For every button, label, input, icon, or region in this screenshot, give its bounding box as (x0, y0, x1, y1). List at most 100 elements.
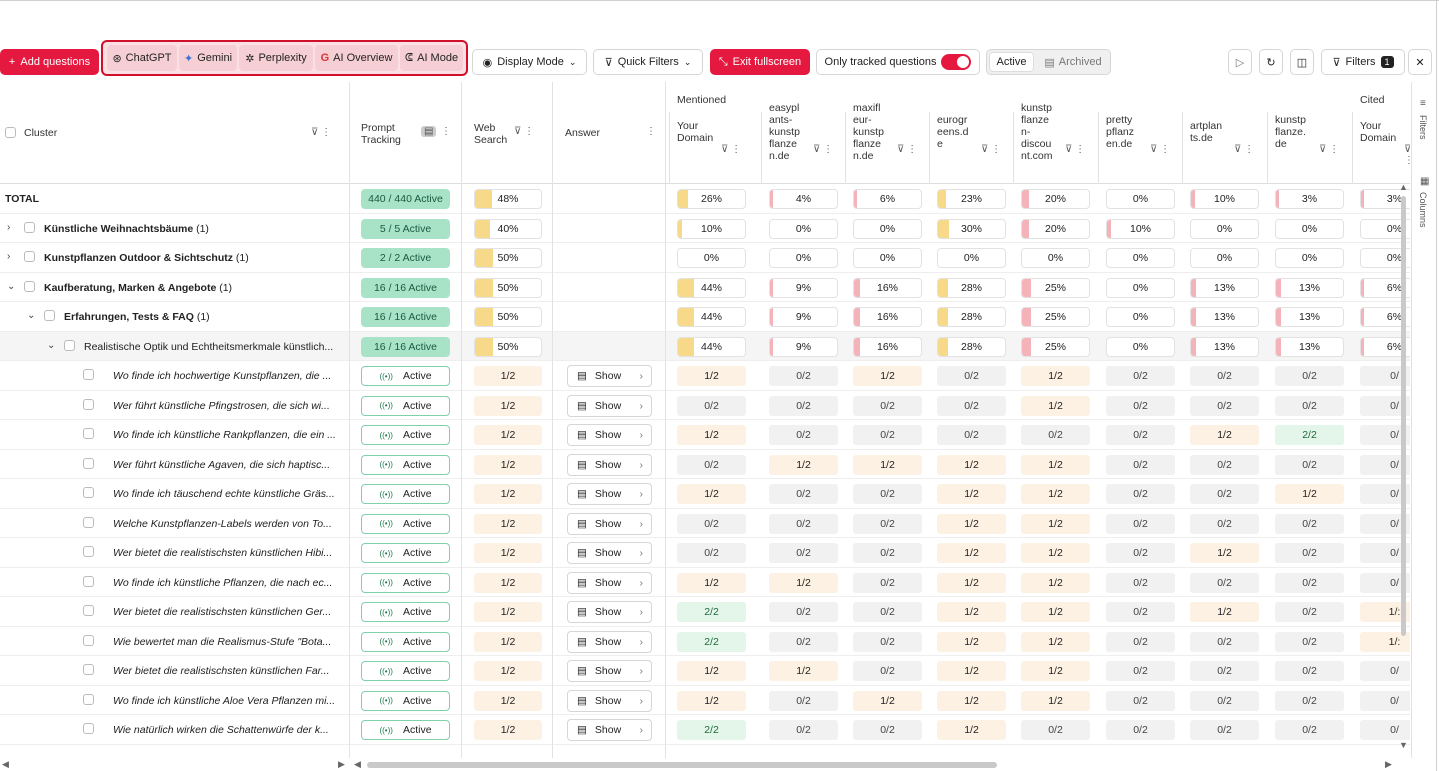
domain-filter-icon[interactable]: ⊽ ⋮ (1319, 144, 1340, 155)
question-row[interactable]: Wo finde ich künstliche Aloe Vera Pflanz… (0, 686, 1410, 715)
question-row[interactable]: Wer führt künstliche Agaven, die sich ha… (0, 450, 1410, 479)
chevron-down-icon[interactable]: ⌄ (27, 310, 36, 321)
llm-gemini-button[interactable]: ✦ Gemini (179, 45, 237, 71)
row-checkbox[interactable] (83, 575, 94, 587)
show-answer-button[interactable]: ▤ Show › (567, 660, 652, 682)
prompt-tracking-status[interactable]: 5 / 5 Active (361, 218, 450, 239)
tracking-status-badge[interactable]: ((•)) Active (361, 543, 450, 563)
prompt-tracking-status[interactable]: 16 / 16 Active (361, 336, 450, 357)
split-view-button[interactable]: ◫ (1290, 49, 1314, 75)
quick-filters-dropdown[interactable]: ⊽ Quick Filters ⌄ (593, 49, 703, 75)
cluster-row[interactable]: ⌄ Realistische Optik und Echtheitsmerkmal… (0, 331, 1410, 361)
play-button[interactable]: ▷ (1228, 49, 1252, 75)
domain-filter-icon[interactable]: ⊽ ⋮ (721, 144, 742, 155)
question-row[interactable]: Wer bietet die realistischsten künstlich… (0, 597, 1410, 627)
row-checkbox[interactable] (83, 516, 94, 528)
columns-side-icon[interactable]: ▦ (1420, 176, 1430, 187)
only-tracked-toggle[interactable]: Only tracked questions (816, 49, 980, 75)
domain-filter-icon[interactable]: ⊽ ⋮ (1150, 144, 1171, 155)
row-checkbox[interactable] (83, 428, 94, 439)
show-answer-button[interactable]: ▤ Show › (567, 394, 652, 417)
domain-filter-icon[interactable]: ⊽ ⋮ (1404, 144, 1410, 166)
domain-filter-icon[interactable]: ⊽ ⋮ (981, 144, 1002, 155)
vertical-scroll-thumb[interactable] (1401, 196, 1406, 636)
tracking-status-badge[interactable]: ((•)) Active (361, 720, 450, 740)
llm-ai-overview-button[interactable]: G AI Overview (315, 45, 398, 71)
tracking-status-badge[interactable]: ((•)) Active (361, 513, 450, 534)
cluster-row[interactable]: › Kunstpflanzen Outdoor & Sichtschutz (1)… (0, 243, 1410, 273)
show-answer-button[interactable]: ▤ Show › (567, 571, 652, 594)
scroll-left-icon[interactable]: ◀ (354, 759, 361, 769)
scroll-right-icon[interactable]: ▶ (338, 759, 345, 769)
row-checkbox[interactable] (83, 693, 94, 705)
refresh-button[interactable]: ↻ (1259, 49, 1283, 75)
row-checkbox[interactable] (83, 634, 94, 646)
show-answer-button[interactable]: ▤ Show › (567, 630, 652, 653)
row-checkbox[interactable] (83, 487, 94, 498)
tracking-status-badge[interactable]: ((•)) Active (361, 690, 450, 711)
horizontal-scrollbar[interactable]: ◀ ▶ ◀ ▶ (0, 758, 1410, 771)
total-row[interactable]: TOTAL 440 / 440 Active 48% 26% 4% 6% 23% 20% 0% 1… (0, 184, 1410, 214)
chevron-right-icon[interactable]: › (7, 251, 11, 262)
tracking-settings-icon[interactable]: ▤ (421, 126, 437, 137)
filters-button[interactable]: ⊽ Filters 1 (1321, 49, 1405, 75)
row-checkbox[interactable] (83, 723, 94, 734)
vertical-scrollbar[interactable]: ▲ ▼ (1399, 182, 1408, 750)
show-answer-button[interactable]: ▤ Show › (567, 365, 652, 387)
scroll-left-icon[interactable]: ◀ (2, 759, 9, 769)
question-row[interactable]: Wer führt künstliche Pfingstrosen, die s… (0, 391, 1410, 420)
toggle-switch[interactable] (941, 54, 972, 70)
scroll-up-icon[interactable]: ▲ (1399, 182, 1408, 192)
domain-filter-icon[interactable]: ⊽ ⋮ (1065, 144, 1086, 155)
column-menu-icon[interactable]: ⋮ (441, 126, 451, 137)
column-menu-icon[interactable]: ⋮ (646, 126, 656, 137)
tracking-status-badge[interactable]: ((•)) Active (361, 572, 450, 593)
question-row[interactable]: Wo finde ich künstliche Pflanzen, die na… (0, 568, 1410, 597)
show-answer-button[interactable]: ▤ Show › (567, 542, 652, 564)
show-answer-button[interactable]: ▤ Show › (567, 512, 652, 535)
chevron-down-icon[interactable]: ⌄ (47, 339, 56, 351)
tracking-status-badge[interactable]: ((•)) Active (361, 425, 450, 445)
tracking-status-badge[interactable]: ((•)) Active (361, 661, 450, 681)
cluster-row[interactable]: › Künstliche Weihnachtsbäume (1) 5 / 5 Act… (0, 214, 1410, 243)
row-checkbox[interactable] (24, 280, 35, 292)
row-checkbox[interactable] (24, 251, 35, 262)
show-answer-button[interactable]: ▤ Show › (567, 483, 652, 505)
row-checkbox[interactable] (24, 221, 35, 233)
tracking-status-badge[interactable]: ((•)) Active (361, 484, 450, 504)
cluster-filter-icon[interactable]: ⊽ ⋮ (311, 127, 332, 138)
tracking-status-badge[interactable]: ((•)) Active (361, 454, 450, 475)
filters-side-icon[interactable]: ≡ (1420, 98, 1426, 109)
columns-side-tab[interactable]: Columns (1418, 192, 1428, 228)
row-checkbox[interactable] (44, 310, 55, 321)
prompt-tracking-status[interactable]: 2 / 2 Active (361, 248, 450, 268)
show-answer-button[interactable]: ▤ Show › (567, 719, 652, 741)
llm-perplexity-button[interactable]: ✲ Perplexity (239, 45, 313, 71)
domain-filter-icon[interactable]: ⊽ ⋮ (1234, 144, 1255, 155)
question-row[interactable]: Wer bietet die realistischsten künstlich… (0, 656, 1410, 686)
row-checkbox[interactable] (83, 605, 94, 616)
close-button[interactable]: ✕ (1408, 49, 1432, 75)
chevron-down-icon[interactable]: ⌄ (7, 280, 16, 292)
prompt-tracking-status[interactable]: 440 / 440 Active (361, 189, 450, 209)
llm-chatgpt-button[interactable]: ⊛ ChatGPT (107, 45, 177, 71)
row-checkbox[interactable] (83, 664, 94, 675)
tracking-status-badge[interactable]: ((•)) Active (361, 631, 450, 652)
show-answer-button[interactable]: ▤ Show › (567, 453, 652, 476)
llm-ai-mode-button[interactable]: ᕳ AI Mode (400, 45, 463, 71)
exit-fullscreen-button[interactable]: ⤡ Exit fullscreen (710, 49, 810, 75)
tracking-status-badge[interactable]: ((•)) Active (361, 602, 450, 622)
cluster-row[interactable]: ⌄ Kaufberatung, Marken & Angebote (1) 16 /… (0, 273, 1410, 302)
domain-filter-icon[interactable]: ⊽ ⋮ (813, 144, 834, 155)
question-row[interactable]: Wie bewertet man die Realismus-Stufe "Bo… (0, 627, 1410, 656)
row-checkbox[interactable] (64, 339, 75, 351)
question-row[interactable]: Welche Kunstpflanzen-Labels werden von T… (0, 509, 1410, 538)
scroll-down-icon[interactable]: ▼ (1399, 740, 1408, 750)
prompt-tracking-status[interactable]: 16 / 16 Active (361, 307, 450, 327)
chevron-right-icon[interactable]: › (7, 221, 11, 233)
horizontal-scroll-thumb[interactable] (367, 762, 997, 768)
tracking-status-badge[interactable]: ((•)) Active (361, 395, 450, 416)
show-answer-button[interactable]: ▤ Show › (567, 424, 652, 446)
display-mode-dropdown[interactable]: ◉ Display Mode ⌄ (472, 49, 587, 75)
filters-side-tab[interactable]: Filters (1418, 115, 1428, 140)
